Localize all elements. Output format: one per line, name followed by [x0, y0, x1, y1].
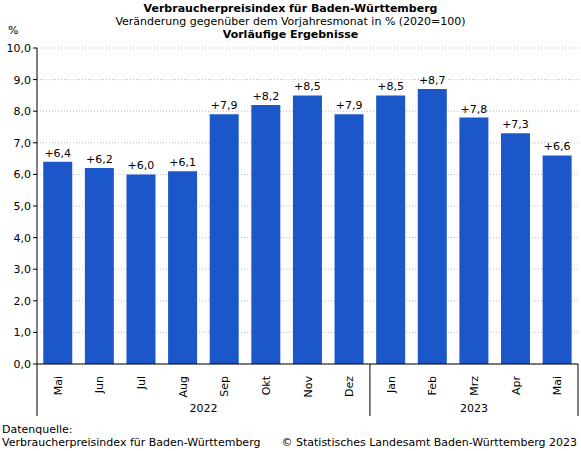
html-text:Verbraucherpreisindex für Bade: Verbraucherpreisindex für Baden-Württemb… — [143, 2, 438, 15]
html-text:Verbraucherpreisindex für Bade: Verbraucherpreisindex für Baden-Württemb… — [2, 436, 261, 449]
svg-text:1,0: 1,0 — [14, 326, 32, 339]
svg-text:+8,7: +8,7 — [419, 74, 446, 87]
html-text:Vorläufige Ergebnisse: Vorläufige Ergebnisse — [222, 28, 359, 41]
svg-text:+6,4: +6,4 — [44, 147, 71, 160]
svg-text:10,0: 10,0 — [8, 42, 31, 55]
svg-text:6,0: 6,0 — [14, 168, 32, 181]
svg-text:Mrz: Mrz — [468, 376, 481, 396]
svg-text:2,0: 2,0 — [14, 295, 32, 308]
svg-text:Dez: Dez — [343, 376, 356, 397]
svg-text:3,0: 3,0 — [14, 263, 32, 276]
svg-text:7,0: 7,0 — [14, 137, 32, 150]
html-text:Datenquelle:: Datenquelle: — [2, 423, 73, 436]
svg-text:Okt: Okt — [260, 375, 273, 395]
html-text:© Statistisches Landesamt Bade: © Statistisches Landesamt Baden-Württemb… — [281, 436, 577, 449]
svg-text:4,0: 4,0 — [14, 232, 32, 245]
svg-text:+8,5: +8,5 — [294, 80, 321, 93]
html-text:Veränderung gegenüber dem Vorj: Veränderung gegenüber dem Vorjahresmonat… — [115, 15, 466, 28]
svg-text:2022: 2022 — [189, 402, 217, 415]
svg-text:Jan: Jan — [385, 376, 398, 394]
svg-text:+7,9: +7,9 — [211, 99, 238, 112]
svg-text:+7,8: +7,8 — [461, 103, 488, 116]
svg-text:5,0: 5,0 — [14, 200, 32, 213]
svg-text:Jul: Jul — [135, 376, 148, 390]
svg-text:8,0: 8,0 — [14, 105, 32, 118]
svg-text:Nov: Nov — [302, 376, 315, 398]
svg-text:9,0: 9,0 — [14, 74, 32, 87]
svg-text:Mai: Mai — [551, 376, 564, 395]
svg-text:Aug: Aug — [177, 376, 190, 397]
svg-text:+6,0: +6,0 — [128, 159, 155, 172]
svg-text:+6,2: +6,2 — [86, 153, 113, 166]
svg-text:Feb: Feb — [426, 376, 439, 395]
svg-text:+7,9: +7,9 — [336, 99, 363, 112]
svg-text:+6,6: +6,6 — [544, 140, 571, 153]
svg-text:2023: 2023 — [460, 402, 488, 415]
svg-text:+6,1: +6,1 — [169, 156, 196, 169]
svg-text:0,0: 0,0 — [14, 358, 32, 371]
svg-text:Apr: Apr — [510, 376, 523, 396]
svg-text:+8,5: +8,5 — [377, 80, 404, 93]
svg-text:+7,3: +7,3 — [502, 118, 529, 131]
svg-text:Mai: Mai — [52, 376, 65, 395]
svg-text:Sep: Sep — [218, 376, 231, 397]
svg-text:+8,2: +8,2 — [252, 90, 279, 103]
svg-text:Jun: Jun — [93, 376, 106, 394]
